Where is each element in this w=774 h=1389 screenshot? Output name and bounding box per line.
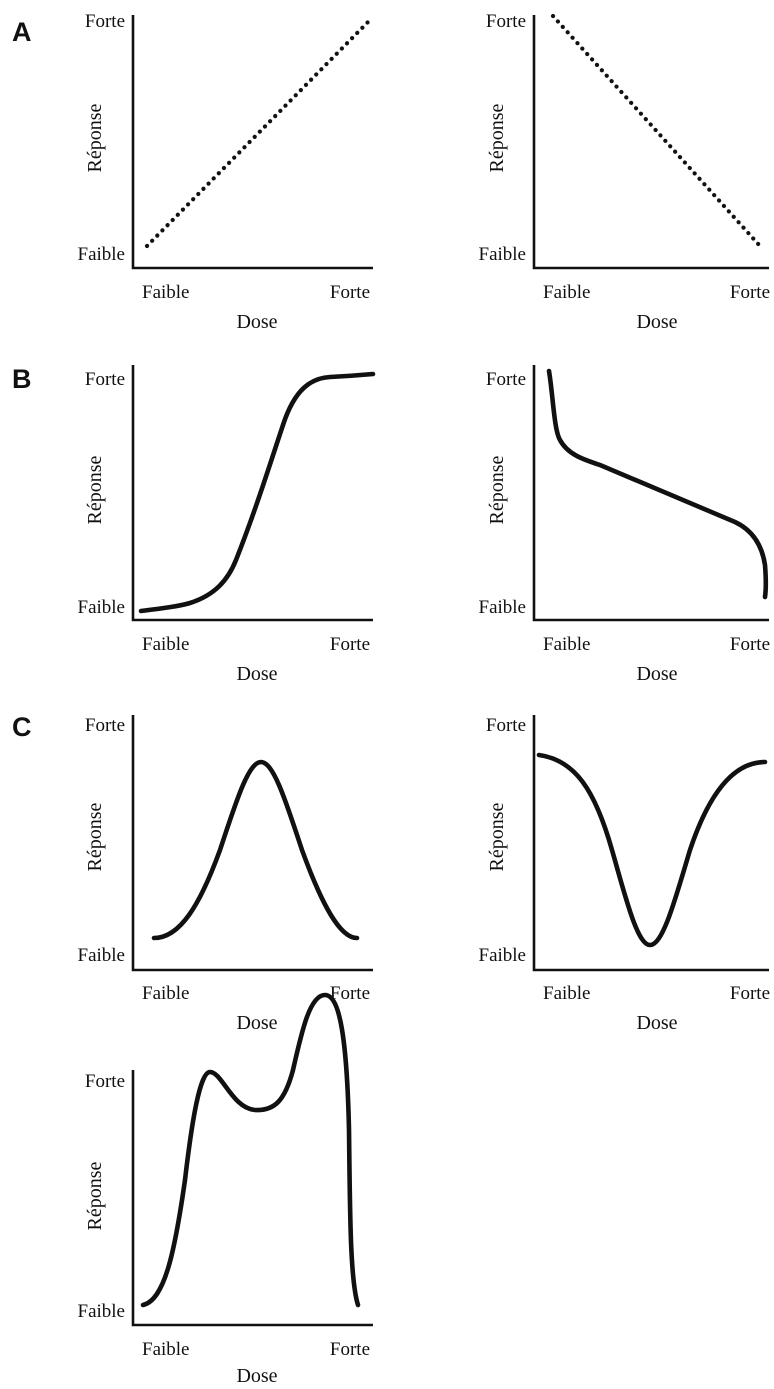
x-tick-high: Forte [330, 282, 370, 303]
chart-a-decreasing: Forte Faible Réponse Faible Forte Dose [479, 11, 771, 333]
axes [532, 365, 769, 622]
chart-c-biphasic: Forte Faible Réponse Faible Forte Dose [78, 992, 373, 1387]
x-tick-low: Faible [142, 282, 190, 303]
chart-c-inverted-u: Forte Faible Réponse Faible Forte Dose [78, 715, 373, 1034]
y-axis-title: Réponse [84, 802, 106, 871]
dose-response-curve [546, 368, 769, 600]
x-tick-high: Forte [330, 634, 370, 655]
panel-letter-b: B [12, 364, 32, 394]
dose-response-curve [138, 371, 376, 614]
dose-response-curve [536, 752, 768, 948]
axes [131, 365, 373, 622]
x-tick-low: Faible [142, 983, 190, 1004]
y-axis-title: Réponse [486, 802, 508, 871]
x-axis-title: Dose [636, 663, 677, 685]
y-axis-title: Réponse [486, 455, 508, 524]
x-axis-title: Dose [236, 311, 277, 333]
chart-a-increasing: Forte Faible Réponse Faible Forte Dose [78, 11, 373, 333]
x-axis-title: Dose [236, 1365, 277, 1387]
y-tick-high: Forte [85, 1071, 125, 1092]
x-tick-high: Forte [330, 1339, 370, 1360]
y-axis-title: Réponse [84, 1161, 106, 1230]
y-tick-low: Faible [78, 244, 126, 265]
chart-b-sigmoid: Forte Faible Réponse Faible Forte Dose [78, 365, 376, 685]
axes [131, 1070, 373, 1327]
y-tick-high: Forte [85, 11, 125, 32]
y-tick-high: Forte [486, 369, 526, 390]
chart-c-u-shaped: Forte Faible Réponse Faible Forte Dose [479, 715, 770, 1034]
x-axis-title: Dose [636, 1012, 677, 1034]
y-tick-low: Faible [78, 597, 126, 618]
y-tick-low: Faible [479, 244, 527, 265]
y-tick-high: Forte [486, 715, 526, 736]
panel-letter-c: C [12, 712, 32, 742]
axes [131, 715, 373, 972]
panel-letter-a: A [12, 17, 32, 47]
y-tick-high: Forte [85, 715, 125, 736]
axes [131, 15, 373, 270]
y-tick-low: Faible [479, 597, 527, 618]
dose-response-line [550, 13, 763, 249]
x-tick-low: Faible [142, 1339, 190, 1360]
chart-b-decreasing: Forte Faible Réponse Faible Forte Dose [479, 365, 770, 685]
x-tick-high: Forte [730, 634, 770, 655]
x-tick-high: Forte [730, 983, 770, 1004]
axes [532, 15, 769, 270]
x-tick-low: Faible [142, 634, 190, 655]
x-axis-title: Dose [636, 311, 677, 333]
y-axis-title: Réponse [84, 455, 106, 524]
x-tick-low: Faible [543, 282, 591, 303]
x-tick-high: Forte [330, 983, 370, 1004]
dose-response-line [144, 17, 373, 249]
x-tick-low: Faible [543, 634, 591, 655]
x-axis-title: Dose [236, 1012, 277, 1034]
dose-response-curve [151, 759, 360, 941]
y-axis-title: Réponse [486, 103, 508, 172]
y-tick-high: Forte [486, 11, 526, 32]
y-tick-low: Faible [479, 945, 527, 966]
x-axis-title: Dose [236, 663, 277, 685]
y-tick-low: Faible [78, 1301, 126, 1322]
x-tick-high: Forte [730, 282, 770, 303]
x-tick-low: Faible [543, 983, 591, 1004]
y-tick-high: Forte [85, 369, 125, 390]
y-tick-low: Faible [78, 945, 126, 966]
axes [532, 715, 769, 972]
dose-response-curve [140, 992, 361, 1308]
y-axis-title: Réponse [84, 103, 106, 172]
